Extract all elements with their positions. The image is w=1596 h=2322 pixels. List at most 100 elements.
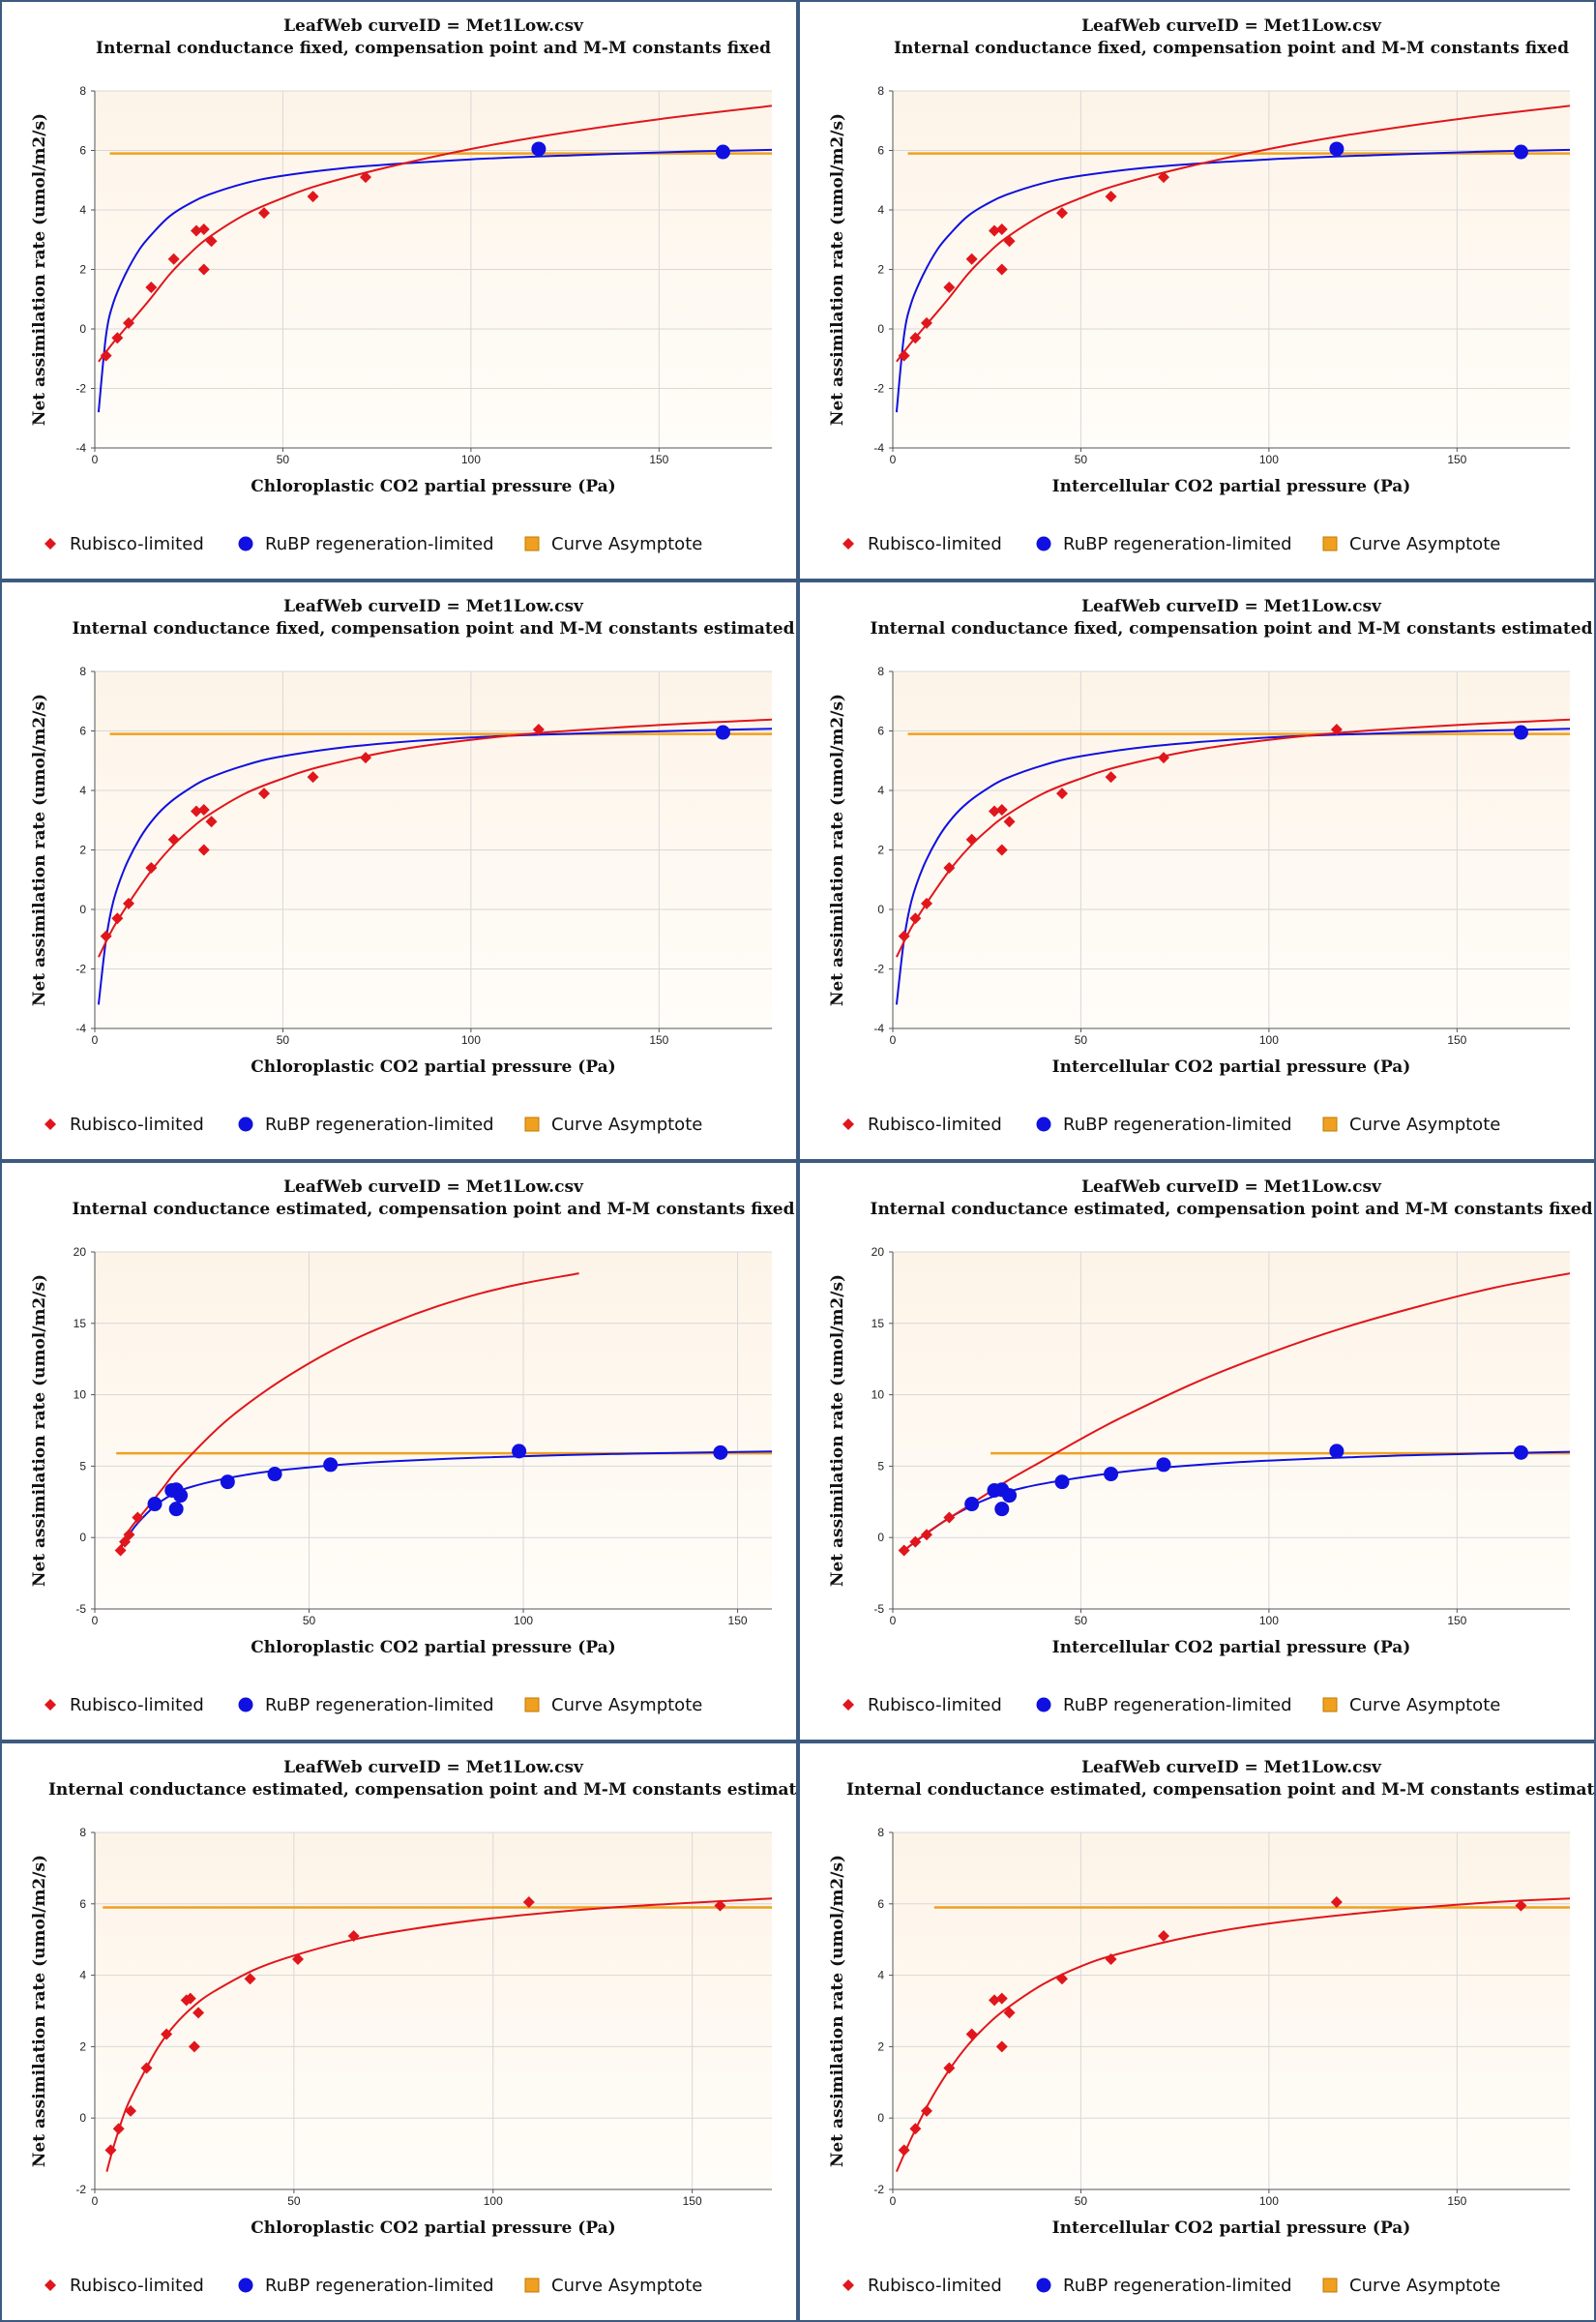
y-tick-label: 6 [877,144,884,158]
y-tick-label: 2 [877,2039,884,2053]
rubp-point [1513,144,1528,160]
y-tick-label: 0 [79,2111,86,2125]
legend-rubp-symbol [238,2277,253,2293]
y-tick-label: -4 [75,441,86,455]
chart-subtitle: Internal conductance fixed, compensation… [73,619,795,639]
rubisco-point [111,332,124,344]
legend-asymptote-symbol [1322,1697,1338,1712]
rubisco-point [1158,171,1169,184]
rubisco-point [1003,235,1016,248]
y-tick-label: 15 [74,1317,87,1330]
x-tick-label: 50 [277,453,290,466]
y-tick-label: 6 [79,144,86,158]
rubisco-point [943,281,956,293]
rubp-point [147,1497,163,1512]
legend-asymptote-symbol [524,1116,540,1132]
plot-content [114,1272,772,1557]
rubisco-point [995,1992,1008,2005]
y-tick-label: -4 [75,1022,86,1035]
rubp-point [173,1488,189,1503]
legend-asymptote-symbol [1322,536,1338,551]
legend-rubisco-symbol [44,538,56,550]
legend-rubp-symbol [238,1697,253,1712]
rubp-curve [895,148,1570,413]
chart-subtitle: Internal conductance fixed, compensation… [894,39,1569,58]
legend-rubisco-label: Rubisco-limited [868,2276,1002,2296]
rubisco-point [965,2028,978,2040]
legend: Rubisco-limited RuBP regeneration-limited… [842,1695,1500,1715]
rubisco-point [522,1895,535,1908]
x-tick-label: 150 [649,1033,668,1047]
y-axis-label: Net assimilation rate (umol/m2/s) [828,694,847,1006]
rubp-point [1513,725,1528,740]
chart-panel: LeafWeb curveID = Met1Low.csv Internal co… [798,0,1596,580]
rubisco-point [921,316,932,329]
legend: Rubisco-limited RuBP regeneration-limited… [44,1695,702,1715]
y-tick-label: 8 [877,1826,884,1839]
legend: Rubisco-limited RuBP regeneration-limited… [44,1115,702,1135]
chart-svg: LeafWeb curveID = Met1Low.csv Internal co… [30,16,772,554]
x-tick-label: 50 [277,1033,290,1047]
y-axis-label: Net assimilation rate (umol/m2/s) [828,1855,847,2167]
x-tick-label: 150 [649,453,668,466]
rubisco-point [100,930,112,942]
legend-rubisco-symbol [44,1699,56,1711]
rubisco-curve [105,1897,772,2172]
legend: Rubisco-limited RuBP regeneration-limited… [44,2276,702,2296]
y-tick-label: 15 [872,1317,885,1330]
y-tick-label: 0 [877,2111,884,2125]
y-tick-label: 20 [872,1245,885,1259]
legend: Rubisco-limited RuBP regeneration-limited… [842,2276,1500,2296]
y-tick-label: 2 [79,2039,86,2053]
rubisco-curve [117,1272,579,1553]
plot-content [103,1895,772,2172]
legend-rubp-label: RuBP regeneration-limited [265,2276,494,2296]
legend-asymptote-label: Curve Asymptote [551,1695,702,1715]
x-axis-label: Intercellular CO2 partial pressure (Pa) [1052,2218,1411,2238]
rubisco-point [1515,1899,1527,1912]
x-tick-label: 0 [92,1033,99,1047]
rubisco-point [909,332,922,344]
rubp-point [1054,1474,1070,1490]
x-tick-label: 100 [461,1033,481,1047]
rubisco-point [1158,752,1169,764]
rubisco-point [197,844,210,856]
rubisco-point [188,2040,200,2053]
y-tick-label: -2 [873,963,884,976]
rubisco-point [943,2062,956,2074]
plot-content [97,718,772,1005]
rubisco-point [943,1511,956,1524]
chart-svg: LeafWeb curveID = Met1Low.csv Internal co… [828,1758,1594,2296]
y-tick-label: 4 [877,1969,884,1982]
y-tick-label: 0 [877,322,884,336]
x-tick-label: 100 [1259,453,1279,466]
y-tick-label: -2 [75,382,86,396]
x-axis-label: Intercellular CO2 partial pressure (Pa) [1052,477,1411,496]
y-tick-label: 5 [877,1459,884,1473]
x-tick-label: 0 [890,2194,897,2208]
chart-svg: LeafWeb curveID = Met1Low.csv Internal co… [30,1758,796,2296]
legend: Rubisco-limited RuBP regeneration-limited… [842,534,1500,554]
chart-title: LeafWeb curveID = Met1Low.csv [1081,16,1382,36]
rubisco-point [989,224,1000,237]
x-axis-label: Intercellular CO2 partial pressure (Pa) [1052,1057,1411,1077]
legend-rubisco-symbol [842,2279,854,2291]
y-tick-label: 5 [79,1459,86,1473]
x-tick-label: 150 [1447,1614,1466,1627]
legend-asymptote-label: Curve Asymptote [551,2276,702,2296]
x-tick-label: 100 [1259,1033,1279,1047]
rubisco-curve [98,104,772,363]
rubisco-point [145,281,158,293]
rubisco-point [123,897,134,909]
rubisco-point [307,191,319,203]
legend-rubp-label: RuBP regeneration-limited [1063,1695,1292,1715]
y-tick-label: -5 [75,1602,86,1616]
legend-asymptote-symbol [524,2277,540,2293]
legend-rubp-symbol [238,536,253,551]
rubisco-point [111,912,124,925]
chart-title: LeafWeb curveID = Met1Low.csv [283,597,584,616]
y-axis-label: Net assimilation rate (umol/m2/s) [30,113,49,426]
chart-subtitle: Internal conductance estimated, compensa… [846,1780,1594,1800]
legend-asymptote-symbol [1322,1116,1338,1132]
plot-area [893,1832,1570,2189]
